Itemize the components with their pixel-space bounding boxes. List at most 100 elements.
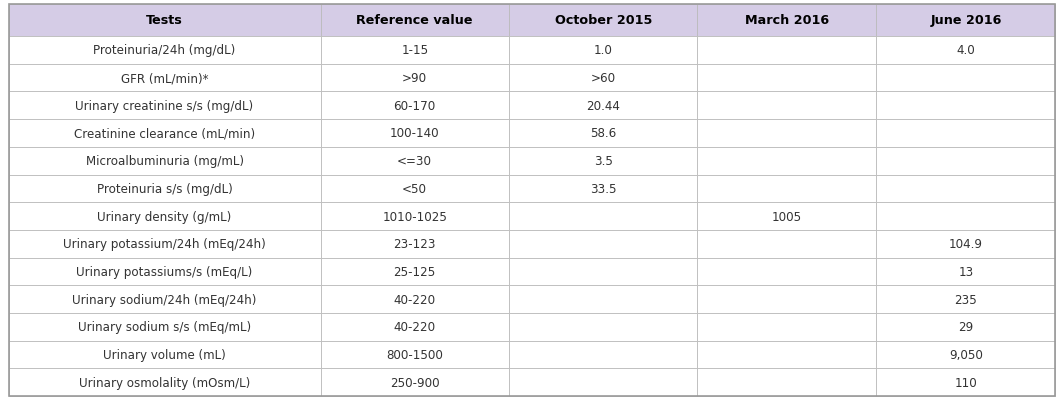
Text: Urinary density (g/mL): Urinary density (g/mL) [98, 210, 232, 223]
Text: 1005: 1005 [771, 210, 802, 223]
Bar [877, 148, 1055, 175]
Bar [509, 286, 697, 313]
Bar [697, 92, 877, 120]
Bar [697, 313, 877, 341]
Bar [320, 230, 509, 258]
Bar [877, 258, 1055, 286]
Text: 1-15: 1-15 [401, 44, 429, 57]
Bar [509, 148, 697, 175]
Bar [877, 369, 1055, 396]
Bar [320, 37, 509, 65]
Text: GFR (mL/min)*: GFR (mL/min)* [120, 72, 209, 85]
Bar [877, 37, 1055, 65]
Bar [9, 230, 320, 258]
Bar [697, 65, 877, 92]
Bar [320, 203, 509, 230]
Bar [509, 203, 697, 230]
Text: >90: >90 [402, 72, 428, 85]
Text: 250-900: 250-900 [389, 376, 439, 389]
Text: 100-140: 100-140 [389, 127, 439, 140]
Text: 40-220: 40-220 [394, 321, 436, 334]
Text: Urinary creatinine s/s (mg/dL): Urinary creatinine s/s (mg/dL) [76, 99, 253, 113]
Bar [509, 65, 697, 92]
Bar [697, 175, 877, 203]
Text: 1010-1025: 1010-1025 [382, 210, 447, 223]
Text: Microalbuminuria (mg/mL): Microalbuminuria (mg/mL) [85, 155, 244, 168]
Text: Urinary sodium/24h (mEq/24h): Urinary sodium/24h (mEq/24h) [72, 293, 256, 306]
Text: Reference value: Reference value [356, 14, 473, 27]
Bar [9, 286, 320, 313]
Text: >60: >60 [591, 72, 616, 85]
Bar [509, 230, 697, 258]
Bar [877, 286, 1055, 313]
Bar [877, 175, 1055, 203]
Bar [9, 341, 320, 369]
Bar [320, 341, 509, 369]
Bar [320, 148, 509, 175]
Bar [9, 5, 320, 37]
Text: 104.9: 104.9 [949, 238, 983, 251]
Text: Urinary sodium s/s (mEq/mL): Urinary sodium s/s (mEq/mL) [78, 321, 251, 334]
Bar [509, 258, 697, 286]
Bar [320, 258, 509, 286]
Text: Urinary potassium/24h (mEq/24h): Urinary potassium/24h (mEq/24h) [63, 238, 266, 251]
Bar [877, 203, 1055, 230]
Bar [697, 369, 877, 396]
Text: Proteinuria s/s (mg/dL): Proteinuria s/s (mg/dL) [97, 182, 232, 195]
Bar [697, 203, 877, 230]
Bar [509, 120, 697, 148]
Text: 29: 29 [959, 321, 974, 334]
Bar [697, 120, 877, 148]
Bar [320, 65, 509, 92]
Text: June 2016: June 2016 [930, 14, 1001, 27]
Text: <=30: <=30 [397, 155, 432, 168]
Bar [9, 148, 320, 175]
Text: Urinary osmolality (mOsm/L): Urinary osmolality (mOsm/L) [79, 376, 250, 389]
Bar [697, 258, 877, 286]
Text: Proteinuria/24h (mg/dL): Proteinuria/24h (mg/dL) [94, 44, 235, 57]
Bar [9, 37, 320, 65]
Text: March 2016: March 2016 [745, 14, 829, 27]
Text: 13: 13 [959, 265, 974, 278]
Bar [877, 313, 1055, 341]
Text: 3.5: 3.5 [594, 155, 613, 168]
Bar [509, 5, 697, 37]
Text: 800-1500: 800-1500 [386, 348, 444, 361]
Text: Tests: Tests [146, 14, 183, 27]
Text: Urinary potassiums/s (mEq/L): Urinary potassiums/s (mEq/L) [77, 265, 252, 278]
Text: 23-123: 23-123 [394, 238, 436, 251]
Text: 110: 110 [954, 376, 978, 389]
Bar [877, 5, 1055, 37]
Bar [697, 286, 877, 313]
Bar [697, 230, 877, 258]
Text: 9,050: 9,050 [949, 348, 983, 361]
Bar [320, 175, 509, 203]
Bar [697, 5, 877, 37]
Bar [320, 286, 509, 313]
Text: 40-220: 40-220 [394, 293, 436, 306]
Bar [697, 341, 877, 369]
Bar [509, 37, 697, 65]
Text: 1.0: 1.0 [594, 44, 613, 57]
Bar [320, 5, 509, 37]
Text: Urinary volume (mL): Urinary volume (mL) [103, 348, 226, 361]
Bar [877, 120, 1055, 148]
Bar [9, 203, 320, 230]
Bar [877, 92, 1055, 120]
Bar [697, 148, 877, 175]
Text: 58.6: 58.6 [591, 127, 616, 140]
Bar [9, 258, 320, 286]
Bar [509, 313, 697, 341]
Bar [509, 92, 697, 120]
Bar [9, 369, 320, 396]
Bar [509, 175, 697, 203]
Bar [877, 230, 1055, 258]
Bar [320, 92, 509, 120]
Bar [509, 369, 697, 396]
Text: <50: <50 [402, 182, 428, 195]
Text: 235: 235 [954, 293, 978, 306]
Text: 20.44: 20.44 [586, 99, 620, 113]
Bar [9, 313, 320, 341]
Text: 60-170: 60-170 [394, 99, 436, 113]
Text: 25-125: 25-125 [394, 265, 436, 278]
